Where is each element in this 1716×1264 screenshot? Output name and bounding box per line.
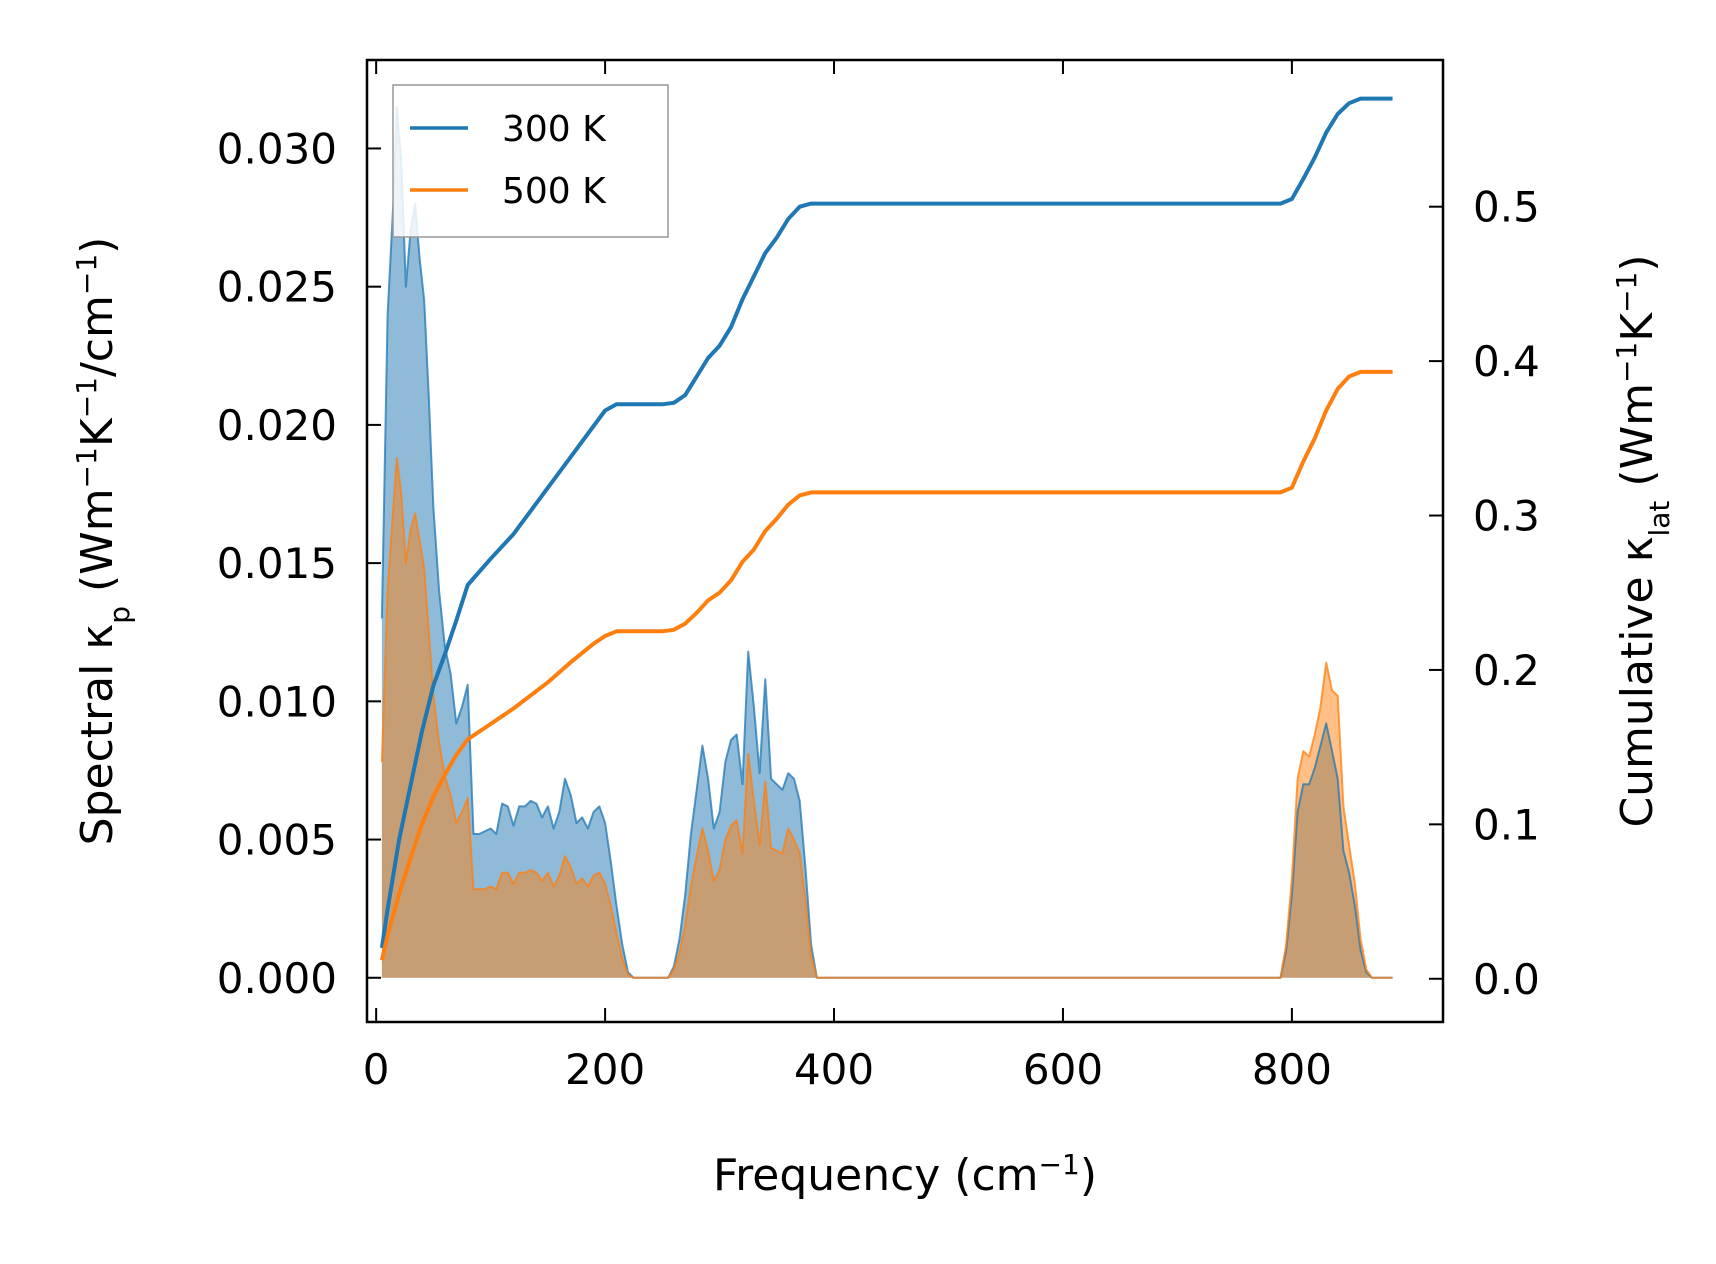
x-tick-label-600: 600 <box>1023 1045 1103 1094</box>
y-left-tick-label-0.005: 0.005 <box>217 816 337 865</box>
legend-label-500k: 500 K <box>502 171 607 212</box>
y-right-tick-label-0.5: 0.5 <box>1473 183 1540 232</box>
y-axis-label-right: Cumulative κlat (Wm−1K−1) <box>1610 254 1676 827</box>
plot-frame <box>365 58 1445 1024</box>
legend: 300 K 500 K <box>392 84 669 238</box>
cumulative-line-layer <box>379 96 1393 961</box>
y-left-tick-label-0.030: 0.030 <box>217 124 337 173</box>
y-right-tick-label-0.0: 0.0 <box>1473 955 1540 1004</box>
cumulative-line-500k <box>379 369 1393 961</box>
spectral-line-layer <box>380 106 1393 979</box>
y-right-tick-label-0.1: 0.1 <box>1473 800 1540 849</box>
y-right-tick-label-0.3: 0.3 <box>1473 492 1540 541</box>
x-axis-label: Frequency (cm−1) <box>713 1148 1097 1202</box>
y-axis-label-left: Spectral κp (Wm−1K−1/cm−1) <box>70 237 136 846</box>
y-left-tick-label-0.025: 0.025 <box>217 263 337 312</box>
plot-area <box>379 96 1393 979</box>
x-tick-label-200: 200 <box>565 1045 645 1094</box>
spectral-line-500k <box>380 457 1393 979</box>
y-right-tick-label-0.2: 0.2 <box>1473 646 1540 695</box>
legend-frame <box>392 84 669 238</box>
spectral-fill-500k <box>381 458 1393 978</box>
tick-label-layer: 0 200 400 600 800 0.000 0.005 0.010 0.015 0.020 0.… <box>217 124 1540 1094</box>
y-left-tick-label-0.010: 0.010 <box>217 677 337 726</box>
x-tick-label-400: 400 <box>794 1045 874 1094</box>
spectral-fill-layer <box>381 107 1393 978</box>
spectral-line-300k <box>380 106 1393 979</box>
y-left-tick-label-0.015: 0.015 <box>217 539 337 588</box>
x-tick-label-800: 800 <box>1252 1045 1332 1094</box>
y-left-tick-label-0.020: 0.020 <box>217 401 337 450</box>
legend-label-300k: 300 K <box>502 109 607 150</box>
y-left-tick-label-0.000: 0.000 <box>217 954 337 1003</box>
x-tick-label-0: 0 <box>363 1045 390 1094</box>
y-right-tick-label-0.4: 0.4 <box>1473 337 1540 386</box>
tick-layer <box>367 60 1443 1022</box>
cumulative-line-300k <box>379 96 1393 949</box>
